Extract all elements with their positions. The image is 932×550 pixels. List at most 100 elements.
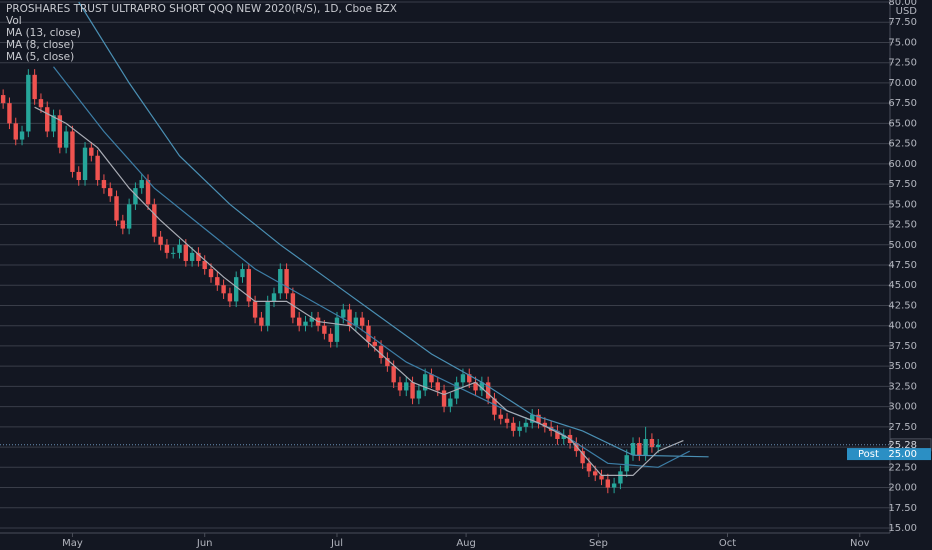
moving-average-line (53, 66, 690, 468)
candle-body (643, 438, 648, 456)
grid (0, 1, 890, 529)
candle-body (303, 321, 308, 326)
candle-body (473, 382, 478, 391)
candle-body (649, 438, 655, 448)
candle-body (57, 115, 63, 148)
candle-body (334, 317, 340, 342)
candle-body (561, 434, 566, 439)
candle-body (164, 244, 170, 253)
candle-body (530, 414, 535, 423)
candle-body (120, 220, 126, 229)
candle-body (586, 463, 592, 472)
candle-body (284, 269, 289, 294)
candle-body (542, 422, 548, 427)
candle-body (26, 74, 31, 132)
y-tick-label: 20.00 (888, 483, 917, 494)
y-tick-label: 50.00 (888, 240, 917, 251)
last-price-label: 25.28 (888, 440, 917, 451)
y-tick-label: 77.50 (888, 17, 917, 28)
candle-body (309, 317, 314, 322)
candle-body (171, 252, 176, 254)
candle-body (656, 444, 661, 448)
candle-body (347, 309, 352, 326)
candle-body (624, 455, 629, 472)
candle-body (454, 382, 459, 399)
candle-body (492, 398, 497, 415)
y-tick-label: 62.50 (888, 139, 917, 150)
candle-body (580, 451, 585, 464)
candle-body (114, 196, 119, 221)
x-tick-label: Nov (850, 538, 870, 549)
y-tick-label: 30.00 (888, 402, 917, 413)
legend-entry: MA (13, close) (6, 27, 81, 39)
candle-body (189, 252, 195, 261)
candle-body (7, 103, 12, 124)
candle-body (637, 443, 642, 456)
moving-average-line (34, 106, 684, 476)
candle-body (353, 317, 359, 326)
candle-body (296, 317, 302, 326)
candle-body (196, 252, 201, 261)
candle-body (611, 483, 617, 488)
candle-body (599, 475, 604, 480)
candle-body (183, 244, 189, 261)
candle-body (126, 204, 132, 229)
y-tick-label: 75.00 (888, 37, 917, 48)
candle-body (202, 260, 207, 270)
candle-body (366, 325, 371, 342)
post-price-box (847, 448, 931, 461)
axes: 15.00 17.50 20.00 22.50 25.00 27.50 30.00 32.50… (62, 0, 917, 549)
candle-body (82, 147, 88, 181)
candle-body (70, 131, 75, 172)
y-tick-label: 67.50 (888, 98, 917, 109)
candle-body (278, 269, 283, 294)
candle-body (448, 398, 453, 407)
y-tick-label: 37.50 (888, 341, 917, 352)
candle-body (246, 269, 251, 302)
candle-body (322, 325, 327, 334)
candle-body (341, 309, 346, 318)
y-tick-label: 32.50 (888, 381, 917, 392)
candle-body (429, 374, 434, 383)
candle-body (435, 382, 440, 391)
post-label: Post (858, 449, 879, 460)
moving-average-line (78, 1, 709, 458)
candle-body (359, 317, 365, 326)
y-tick-label: 70.00 (888, 78, 917, 89)
candle-body (152, 204, 157, 237)
candle-body (498, 414, 503, 419)
chart-title: PROSHARES TRUST ULTRAPRO SHORT QQQ NEW 2… (6, 3, 397, 15)
candle-body (208, 269, 214, 278)
candle-body (328, 333, 333, 342)
x-tick-label: Jul (330, 538, 343, 549)
candle-body (45, 107, 50, 132)
candle-body (593, 471, 598, 476)
candle-body (145, 180, 151, 205)
candle-body (410, 382, 415, 399)
candle-body (89, 147, 94, 156)
y-tick-label: 65.00 (888, 118, 917, 129)
candle-body (101, 180, 107, 189)
x-tick-label: May (62, 538, 83, 549)
candle-body (233, 277, 239, 302)
y-tick-label: 27.50 (888, 422, 917, 433)
candle-body (215, 277, 220, 286)
y-tick-label: 72.50 (888, 58, 917, 69)
candle-body (51, 115, 56, 132)
candle-body (76, 171, 81, 181)
y-tick-label: 80.00 (888, 0, 917, 8)
candle-body (397, 382, 403, 391)
y-tick-label: 15.00 (888, 523, 917, 534)
y-tick-label: 35.00 (888, 361, 917, 372)
candle-body (13, 123, 18, 140)
candle-body (467, 374, 472, 383)
candle-body (618, 471, 623, 484)
candle-body (252, 301, 258, 318)
candle-body (441, 390, 447, 407)
candle-body (504, 418, 510, 423)
candle-body (177, 244, 182, 253)
candle-body (404, 382, 409, 391)
y-tick-label: 40.00 (888, 321, 917, 332)
candle-body (133, 188, 138, 205)
post-price-label: 25.00 (888, 449, 917, 460)
